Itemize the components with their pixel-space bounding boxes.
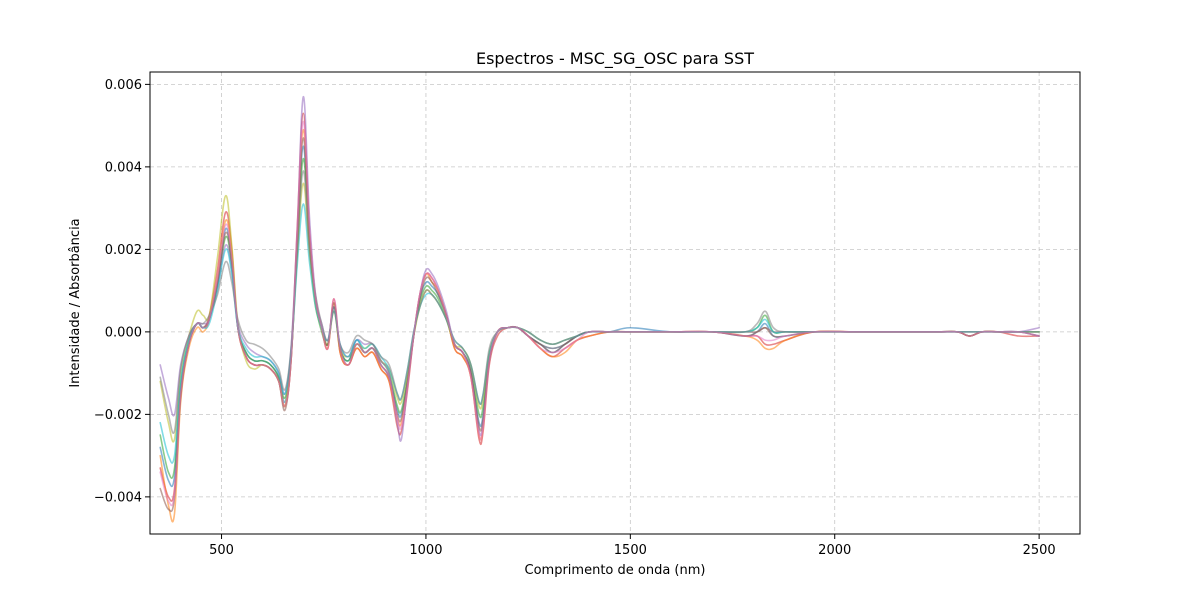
x-tick-label: 1500: [614, 543, 647, 558]
y-tick-label: 0.006: [105, 78, 142, 93]
spectrum-line-10: [159, 120, 1040, 507]
spectrum-line-9: [159, 170, 1040, 434]
series-group: [159, 95, 1040, 523]
y-tick-label: 0.004: [105, 160, 142, 175]
x-axis: 500 1000 1500 2000 2500: [209, 534, 1056, 558]
y-tick-label: −0.004: [94, 490, 142, 505]
chart-title: Espectros - MSC_SG_OSC para SST: [476, 49, 754, 69]
plot-frame: [149, 71, 1081, 535]
y-tick-label: −0.002: [94, 408, 142, 423]
x-tick-label: 500: [209, 543, 234, 558]
x-tick-label: 1000: [409, 543, 442, 558]
x-tick-label: 2500: [1023, 543, 1056, 558]
x-tick-label: 2000: [818, 543, 851, 558]
x-axis-label: Comprimento de onda (nm): [525, 563, 706, 578]
y-tick-label: 0.000: [105, 325, 142, 340]
y-axis-label: Intensidade / Absorbância: [68, 218, 83, 387]
grid: [150, 72, 1080, 534]
y-axis: −0.004 −0.002 0.000 0.002 0.004 0.006: [94, 78, 150, 505]
y-tick-label: 0.002: [105, 243, 142, 258]
